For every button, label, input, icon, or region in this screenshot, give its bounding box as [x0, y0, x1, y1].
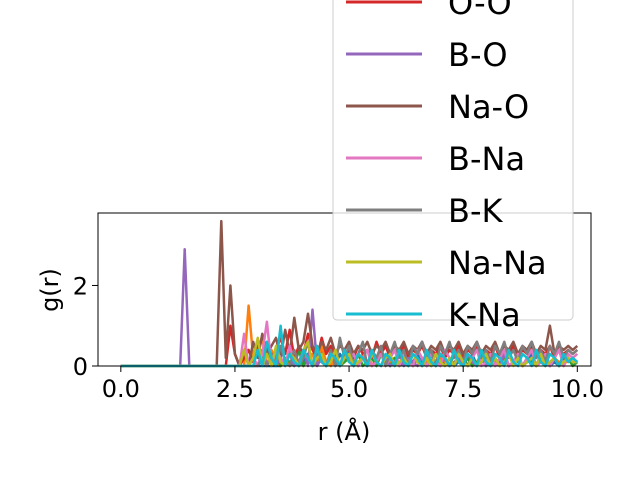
y-tick-label: 2	[73, 272, 88, 300]
y-tick-label: 0	[73, 353, 88, 381]
legend-label-b-na: B-Na	[448, 140, 525, 178]
legend-label-k-na: K-Na	[448, 296, 521, 334]
y-axis-label: g(r)	[36, 268, 64, 312]
legend-label-na-na: Na-Na	[448, 244, 547, 282]
legend: O-O B-O Na-O B-Na B-K Na-Na K-Na	[332, 0, 574, 334]
x-tick-label: 0.0	[102, 375, 140, 403]
legend-label-b-o: B-O	[448, 36, 508, 74]
x-tick-label: 2.5	[216, 375, 254, 403]
legend-label-o-o: O-O	[448, 0, 512, 22]
x-axis: 0.0 2.5 5.0 7.5 10.0	[102, 366, 604, 403]
x-tick-label: 10.0	[551, 375, 604, 403]
x-tick-label: 5.0	[330, 375, 368, 403]
legend-box	[332, 0, 574, 321]
x-axis-label: r (Å)	[318, 417, 371, 446]
legend-label-b-k: B-K	[448, 192, 504, 230]
y-axis: 02	[73, 272, 98, 381]
x-tick-label: 7.5	[444, 375, 482, 403]
legend-label-na-o: Na-O	[448, 88, 529, 126]
